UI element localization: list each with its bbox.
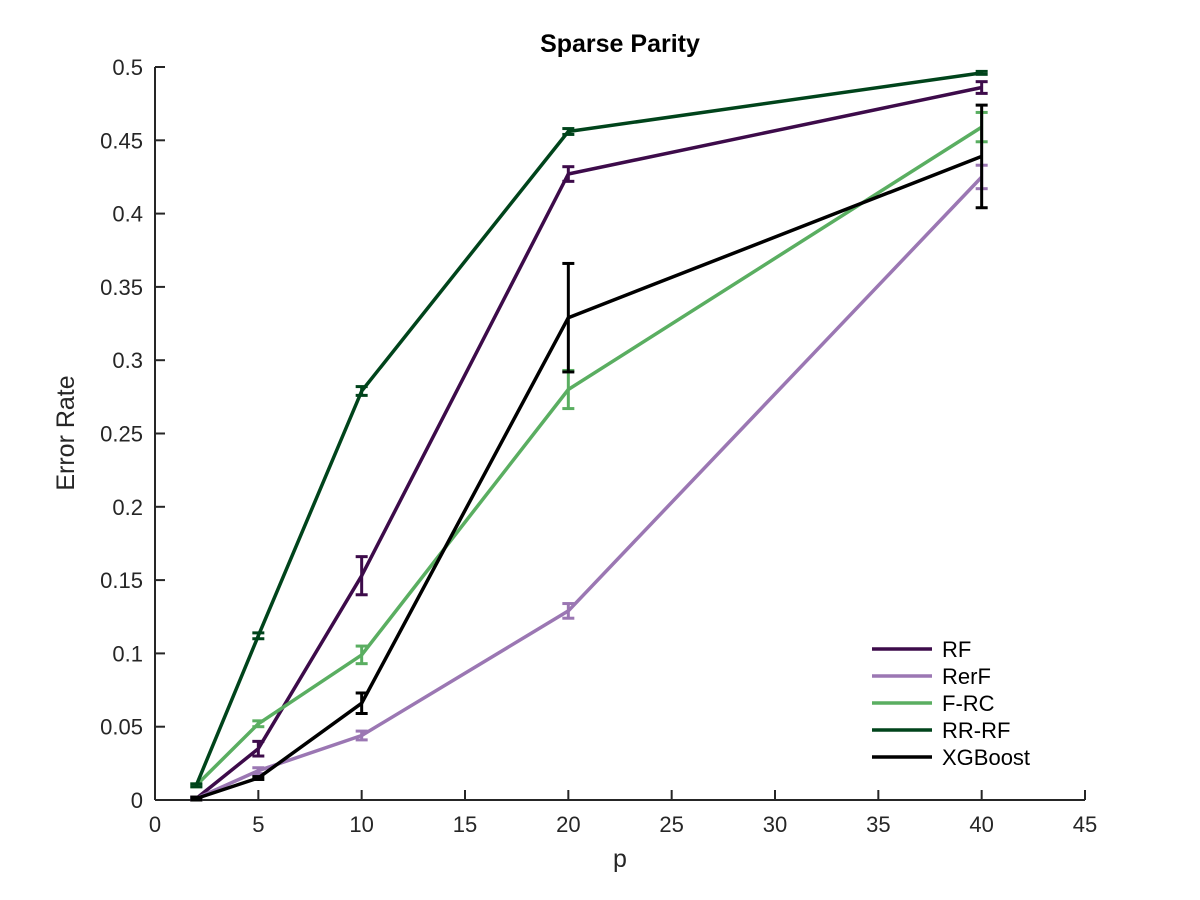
x-tick-label: 25 bbox=[659, 812, 683, 837]
x-tick-label: 20 bbox=[556, 812, 580, 837]
series-f-rc bbox=[190, 110, 988, 789]
x-tick-label: 35 bbox=[866, 812, 890, 837]
series-line bbox=[195, 85, 983, 800]
x-tick-label: 15 bbox=[453, 812, 477, 837]
chart-title: Sparse Parity bbox=[540, 30, 700, 58]
y-tick-label: 0.35 bbox=[100, 275, 143, 300]
y-tick-label: 0.1 bbox=[112, 641, 143, 666]
x-tick-label: 10 bbox=[349, 812, 373, 837]
series-line bbox=[195, 175, 983, 801]
y-tick-label: 0 bbox=[131, 788, 143, 813]
y-axis-label: Error Rate bbox=[52, 375, 80, 490]
y-tick-label: 0.4 bbox=[112, 202, 143, 227]
x-tick-label: 30 bbox=[763, 812, 787, 837]
series-line bbox=[194, 71, 982, 786]
series-rf bbox=[190, 80, 988, 802]
y-tick-label: 0.45 bbox=[100, 128, 143, 153]
x-tick-label: 5 bbox=[252, 812, 264, 837]
series-layer bbox=[190, 69, 988, 802]
legend-label: RF bbox=[942, 637, 971, 662]
axes: 0 5 10 15 20 25 30 35 40 45 0 0.05 0.1 0.15 0.2 0.25 0.3… bbox=[100, 55, 1097, 837]
x-tick-label: 0 bbox=[149, 812, 161, 837]
y-tick-label: 0.2 bbox=[112, 495, 143, 520]
y-tick-label: 0.15 bbox=[100, 568, 143, 593]
legend-label: RR-RF bbox=[942, 718, 1010, 743]
x-tick-label: 45 bbox=[1073, 812, 1097, 837]
series-rerf bbox=[190, 163, 988, 802]
y-tick-label: 0.05 bbox=[100, 715, 143, 740]
series-xgboost bbox=[190, 103, 988, 802]
y-tick-label: 0.5 bbox=[112, 55, 143, 80]
legend-label: XGBoost bbox=[942, 745, 1030, 770]
y-tick-label: 0.25 bbox=[100, 422, 143, 447]
series-line bbox=[195, 154, 983, 801]
legend-label: F-RC bbox=[942, 691, 995, 716]
series-line bbox=[195, 125, 983, 787]
x-tick-label: 40 bbox=[969, 812, 993, 837]
series-rr-rf bbox=[190, 69, 988, 789]
x-axis-label: p bbox=[613, 845, 627, 873]
y-tick-label: 0.3 bbox=[112, 348, 143, 373]
legend-label: RerF bbox=[942, 664, 991, 689]
